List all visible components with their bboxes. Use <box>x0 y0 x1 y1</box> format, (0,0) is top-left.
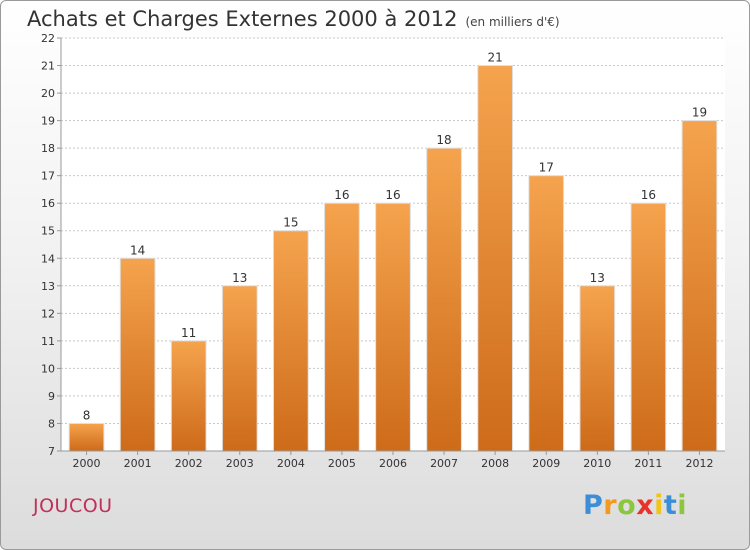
data-label-2007: 18 <box>436 133 451 147</box>
x-tick-label-2010: 2010 <box>583 457 611 470</box>
bar-2001 <box>119 257 156 452</box>
x-tick-label-2001: 2001 <box>124 457 152 470</box>
bar-2004 <box>272 230 309 452</box>
data-label-2009: 17 <box>539 161 554 175</box>
bar-2009 <box>528 175 565 452</box>
y-tick-label: 17 <box>41 170 55 183</box>
data-label-2002: 11 <box>181 326 196 340</box>
x-tick-label-2012: 2012 <box>685 457 713 470</box>
x-tick-label-2003: 2003 <box>226 457 254 470</box>
data-label-2008: 21 <box>488 51 503 65</box>
bar-2012 <box>681 120 718 452</box>
bar-2000 <box>68 422 105 452</box>
y-tick-label: 16 <box>41 197 55 210</box>
y-tick-label: 10 <box>41 362 55 375</box>
y-tick-label: 14 <box>41 252 55 265</box>
data-label-2010: 13 <box>590 271 605 285</box>
logo-letter: r <box>603 490 618 521</box>
chart-title: Achats et Charges Externes 2000 à 2012 (e… <box>27 7 560 31</box>
chart-unit: (en milliers d'€) <box>465 15 560 29</box>
bar-2002 <box>170 340 207 452</box>
data-label-2006: 16 <box>385 188 400 202</box>
y-tick-label: 9 <box>48 390 55 403</box>
logo-letter: x <box>636 490 655 521</box>
bar-2011 <box>630 202 667 452</box>
x-tick-label-2005: 2005 <box>328 457 356 470</box>
x-tick-label-2008: 2008 <box>481 457 509 470</box>
y-tick-label: 8 <box>48 417 55 430</box>
y-tick-label: 13 <box>41 280 55 293</box>
bar-2008 <box>477 65 514 452</box>
x-tick-label-2011: 2011 <box>634 457 662 470</box>
logo-letter: t <box>663 490 678 521</box>
logo-letter: i <box>677 490 688 521</box>
y-tick-label: 19 <box>41 115 55 128</box>
bar-2003 <box>221 285 258 452</box>
y-tick-label: 22 <box>41 32 55 45</box>
y-tick-label: 15 <box>41 225 55 238</box>
proxiti-logo: Proxiti <box>583 490 687 521</box>
y-tick-label: 11 <box>41 335 55 348</box>
data-label-2011: 16 <box>641 188 656 202</box>
y-tick-label: 7 <box>48 445 55 458</box>
x-tick-label-2004: 2004 <box>277 457 305 470</box>
x-tick-label-2000: 2000 <box>73 457 101 470</box>
data-label-2001: 14 <box>130 243 145 257</box>
y-tick-label: 20 <box>41 87 55 100</box>
y-tick-label: 18 <box>41 142 55 155</box>
y-tick-label: 12 <box>41 307 55 320</box>
data-label-2004: 15 <box>283 216 298 230</box>
logo-letter: P <box>583 490 604 521</box>
data-label-2012: 19 <box>692 106 707 120</box>
bar-2006 <box>375 202 411 452</box>
logo-letter: i <box>654 490 664 521</box>
x-tick-label-2007: 2007 <box>430 457 458 470</box>
x-tick-label-2006: 2006 <box>379 457 407 470</box>
chart-title-text: Achats et Charges Externes 2000 à 2012 <box>27 7 458 31</box>
city-name: JOUCOU <box>33 495 113 517</box>
y-tick-label: 21 <box>41 60 55 73</box>
bar-2007 <box>426 147 462 452</box>
data-label-2005: 16 <box>334 188 349 202</box>
x-tick-label-2009: 2009 <box>532 457 560 470</box>
bar-2010 <box>579 285 616 452</box>
logo-letter: o <box>617 490 637 521</box>
x-tick-label-2002: 2002 <box>175 457 203 470</box>
data-label-2003: 13 <box>232 271 247 285</box>
bar-2005 <box>324 202 360 452</box>
data-label-2000: 8 <box>83 408 91 422</box>
